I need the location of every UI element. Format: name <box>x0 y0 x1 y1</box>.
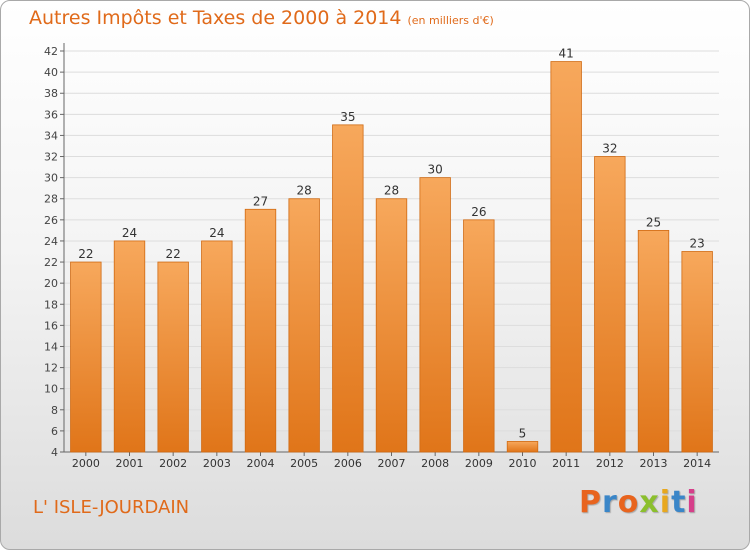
x-tick-label-2006: 2006 <box>334 457 362 470</box>
bar-2004 <box>244 208 277 453</box>
y-tick-label: 26 <box>44 214 58 227</box>
bar-2013 <box>637 229 670 453</box>
bar-2011 <box>550 61 582 453</box>
x-tick-label-2009: 2009 <box>465 457 493 470</box>
y-tick-label: 40 <box>44 66 58 79</box>
y-tick-label: 16 <box>44 319 58 332</box>
data-label-2001: 24 <box>122 226 137 240</box>
x-tick-label-2005: 2005 <box>290 457 318 470</box>
x-tick-label-2002: 2002 <box>159 457 187 470</box>
bar-2009 <box>463 219 495 453</box>
x-tick-label-2001: 2001 <box>116 457 144 470</box>
data-label-2014: 23 <box>690 237 705 251</box>
proxiti-logo: Proxiti <box>579 485 698 520</box>
x-tick-label-2014: 2014 <box>683 457 711 470</box>
x-tick-label-2011: 2011 <box>552 457 580 470</box>
chart-title: Autres Impôts et Taxes de 2000 à 2014 (en… <box>29 7 494 29</box>
bar-2014 <box>681 251 713 453</box>
data-label-2004: 27 <box>253 194 268 208</box>
bar-2005 <box>288 198 320 453</box>
bar-2010 <box>506 441 539 453</box>
x-tick-label-2004: 2004 <box>247 457 275 470</box>
bar-2001 <box>113 240 146 453</box>
data-label-2005: 28 <box>297 184 312 198</box>
data-label-2008: 30 <box>428 163 443 177</box>
y-tick-label: 14 <box>44 340 58 353</box>
y-tick-label: 34 <box>44 129 58 142</box>
chart-title-text: Autres Impôts et Taxes de 2000 à 2014 <box>29 7 402 29</box>
bar-2012 <box>594 156 626 453</box>
x-tick-label-2008: 2008 <box>421 457 449 470</box>
y-tick-label: 4 <box>51 446 58 459</box>
y-tick-label: 36 <box>44 108 58 121</box>
data-label-2002: 22 <box>166 247 181 261</box>
x-tick-label-2012: 2012 <box>596 457 624 470</box>
bar-2000 <box>70 261 102 453</box>
logo-letter: r <box>602 485 618 520</box>
location-name: L' ISLE-JOURDAIN <box>33 497 190 518</box>
bar-2007 <box>375 198 408 453</box>
y-tick-label: 38 <box>44 87 58 100</box>
y-tick-label: 12 <box>44 362 58 375</box>
logo-letter: P <box>579 485 602 520</box>
y-tick-label: 24 <box>44 235 58 248</box>
chart-unit-label: (en milliers d'€) <box>407 14 494 27</box>
data-label-2009: 26 <box>471 205 486 219</box>
y-tick-label: 6 <box>51 425 58 438</box>
data-label-2007: 28 <box>384 184 399 198</box>
data-label-2006: 35 <box>340 110 355 124</box>
bar-2008 <box>419 177 451 453</box>
bar-2003 <box>201 240 233 453</box>
bar-2006 <box>332 124 364 453</box>
logo-letter: t <box>671 485 687 520</box>
data-label-2003: 24 <box>209 226 224 240</box>
data-label-2010: 5 <box>519 426 527 440</box>
y-tick-label: 32 <box>44 151 58 164</box>
x-tick-label-2000: 2000 <box>72 457 100 470</box>
bars <box>70 61 713 453</box>
data-label-2012: 32 <box>602 142 617 156</box>
data-label-2000: 22 <box>78 247 93 261</box>
y-tick-label: 8 <box>51 404 58 417</box>
x-tick-label-2010: 2010 <box>509 457 537 470</box>
y-tick-label: 28 <box>44 193 58 206</box>
y-tick-label: 18 <box>44 298 58 311</box>
bar-chart: 4 6 8 10 12 14 16 18 20 22 24 26 28 30 32 34 36 38 40 42 200… <box>44 43 719 470</box>
data-label-2011: 41 <box>559 47 574 61</box>
logo-letter: o <box>617 485 640 520</box>
y-tick-label: 30 <box>44 172 58 185</box>
x-tick-label-2003: 2003 <box>203 457 231 470</box>
bar-2002 <box>157 261 189 453</box>
y-tick-label: 10 <box>44 383 58 396</box>
x-tick-label-2013: 2013 <box>640 457 668 470</box>
y-tick-label: 20 <box>44 277 58 290</box>
y-tick-label: 22 <box>44 256 58 269</box>
data-label-2013: 25 <box>646 215 661 229</box>
data-labels: 22 24 22 24 27 28 35 28 30 26 5 41 32 25 23 <box>78 47 705 441</box>
x-tick-label-2007: 2007 <box>378 457 406 470</box>
logo-letter: i <box>659 485 672 520</box>
y-tick-label: 42 <box>44 45 58 58</box>
logo-letter: x <box>639 485 660 520</box>
logo-letter: i <box>686 485 698 520</box>
